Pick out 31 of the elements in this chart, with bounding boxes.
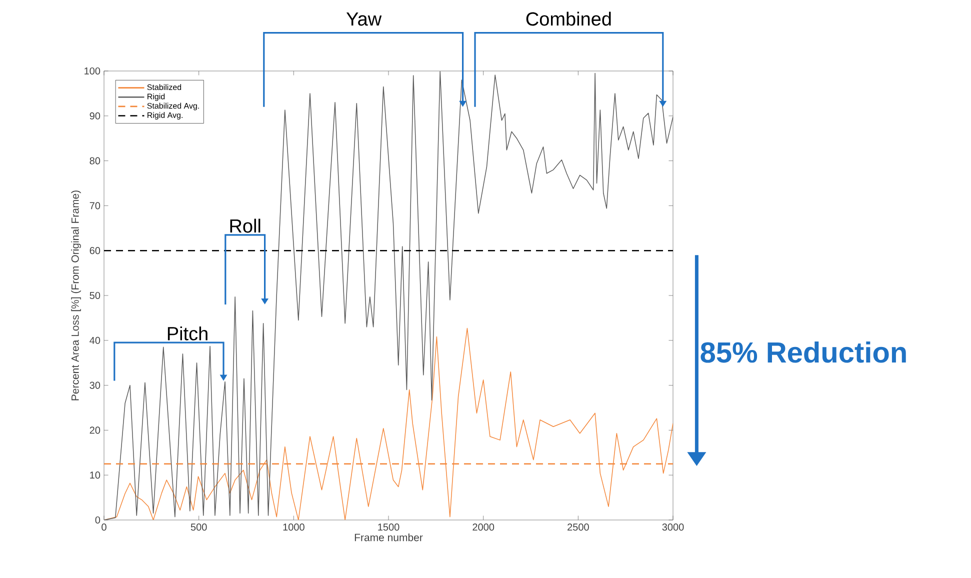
y-tick-label: 40 xyxy=(90,336,100,344)
y-tick-label: 0 xyxy=(95,516,100,524)
x-tick-label: 0 xyxy=(102,524,106,531)
x-tick-label: 2500 xyxy=(568,524,589,531)
annotation: Roll xyxy=(230,218,260,233)
legend-label: Stabilized xyxy=(147,84,182,90)
y-axis-title: Percent Area Loss [%] (From Original Frame) xyxy=(71,190,81,400)
annotation: Pitch xyxy=(168,326,208,340)
y-tick-label: 70 xyxy=(90,202,100,210)
legend-label: Rigid xyxy=(148,93,165,101)
x-tick-label: 1000 xyxy=(283,524,304,531)
y-tick-label: 100 xyxy=(84,67,100,75)
x-tick-label: 3000 xyxy=(662,524,684,531)
y-tick-label: 90 xyxy=(90,112,100,120)
x-tick-label: 500 xyxy=(190,524,207,531)
y-tick-label: 10 xyxy=(90,472,100,479)
y-tick-label: 30 xyxy=(90,382,100,389)
x-tick-label: 2000 xyxy=(472,524,494,531)
x-axis-title: Frame number xyxy=(354,533,423,542)
text: Combined xyxy=(526,12,611,26)
text: Yaw xyxy=(346,12,382,26)
x-tick-label: 1500 xyxy=(378,524,400,531)
y-tick-label: 50 xyxy=(90,292,100,300)
legend-label: Stabilized Avg. xyxy=(147,102,199,110)
y-tick-label: 60 xyxy=(90,247,100,254)
legend-label: Rigid Avg. xyxy=(148,112,182,120)
line-series xyxy=(104,71,674,520)
text: 85% Reduction xyxy=(700,341,906,363)
y-tick-label: 80 xyxy=(90,157,100,164)
line-series xyxy=(104,328,674,520)
y-tick-label: 20 xyxy=(90,426,100,434)
